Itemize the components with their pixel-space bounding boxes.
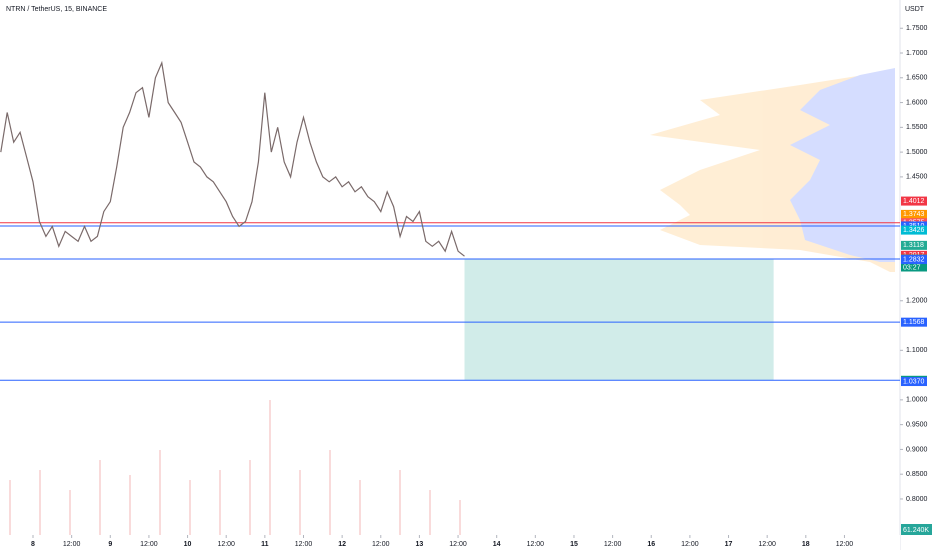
- x-tick-label: 11: [261, 541, 269, 548]
- price-tag: [901, 240, 927, 250]
- x-tick-label: 9: [108, 541, 112, 548]
- x-tick-label: 12:00: [758, 541, 776, 548]
- currency: USDT: [905, 6, 925, 13]
- volume-tag-label: 61.240K: [903, 527, 929, 534]
- x-tick-label: 12:00: [604, 541, 622, 548]
- x-tick-label: 12:00: [449, 541, 467, 548]
- price-tag: [901, 255, 927, 265]
- x-tick-label: 12: [338, 541, 346, 548]
- y-tick-label: 1.0000: [906, 397, 928, 404]
- y-tick-label: 1.7500: [906, 25, 928, 32]
- y-tick-label: 0.8500: [906, 471, 928, 478]
- y-tick-label: 1.7000: [906, 50, 928, 57]
- countdown: 03:27: [903, 264, 921, 271]
- y-tick-label: 1.1000: [906, 347, 928, 354]
- x-tick-label: 16: [647, 541, 655, 548]
- time-axis-bg: [0, 535, 900, 550]
- price-tag-label: 1.4012: [903, 198, 925, 205]
- volume-bars: [9, 400, 461, 535]
- price-tag: [901, 196, 927, 206]
- x-tick-label: 12:00: [217, 541, 235, 548]
- price-tag-label: 1.3118: [903, 242, 924, 249]
- y-tick-label: 1.6500: [906, 75, 928, 82]
- price-tag-label: 1.1568: [903, 319, 925, 326]
- price-tag-label: 1.3426: [903, 227, 925, 234]
- price-tag-label: 1.2832: [903, 256, 925, 263]
- x-tick-label: 8: [31, 541, 35, 548]
- target-zone: [464, 258, 774, 381]
- price-tag: [901, 317, 927, 327]
- x-tick-label: 17: [725, 541, 733, 548]
- price-tag: [901, 209, 927, 219]
- x-tick-label: 12:00: [295, 541, 313, 548]
- price-line: [0, 60, 465, 257]
- price-tag: [901, 225, 927, 235]
- x-tick-label: 12:00: [681, 541, 699, 548]
- x-tick-label: 14: [493, 541, 501, 548]
- x-tick-label: 12:00: [527, 541, 545, 548]
- price-tag: [901, 377, 927, 387]
- x-tick-label: 12:00: [372, 541, 390, 548]
- x-tick-label: 10: [184, 541, 192, 548]
- x-tick-label: 18: [802, 541, 810, 548]
- volume-tag: [901, 524, 932, 535]
- y-tick-label: 0.8000: [906, 496, 928, 503]
- y-tick-label: 1.5000: [906, 149, 928, 156]
- volume-profile: [650, 68, 895, 272]
- x-tick-label: 13: [416, 541, 424, 548]
- symbol-title: NTRN / TetherUS, 15, BINANCE: [6, 6, 107, 13]
- x-tick-label: 12:00: [63, 541, 81, 548]
- price-tag-label: 1.0370: [903, 378, 925, 385]
- y-tick-label: 1.2000: [906, 298, 928, 305]
- y-tick-label: 0.9500: [906, 421, 928, 428]
- y-tick-label: 1.6000: [906, 99, 928, 106]
- y-tick-label: 0.9000: [906, 446, 928, 453]
- y-tick-label: 1.4500: [906, 174, 928, 181]
- countdown-tag: [901, 263, 927, 272]
- x-tick-label: 15: [570, 541, 578, 548]
- price-tag-label: 1.3743: [903, 211, 925, 218]
- y-tick-label: 1.5500: [906, 124, 928, 131]
- x-tick-label: 12:00: [140, 541, 158, 548]
- x-tick-label: 12:00: [836, 541, 854, 548]
